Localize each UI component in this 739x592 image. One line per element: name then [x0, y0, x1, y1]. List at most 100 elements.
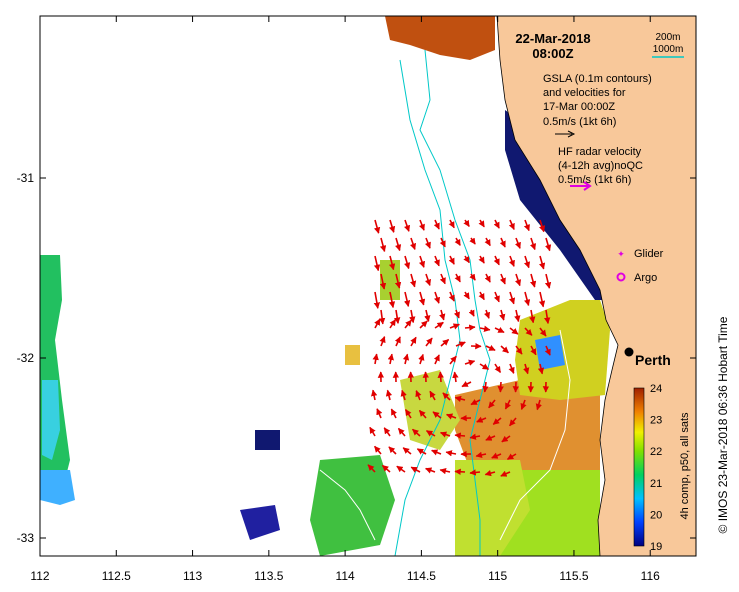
hf-radar-arrow — [485, 434, 496, 441]
city-label: Perth — [635, 352, 671, 368]
hf-radar-arrow — [449, 323, 460, 330]
hf-note-line-2: (4-12h avg)noQC — [558, 160, 643, 172]
colorbar-tick-label: 24 — [650, 383, 662, 395]
hf-radar-arrow — [439, 273, 446, 285]
colorbar-tick-label: 20 — [650, 509, 662, 521]
hf-radar-arrow — [439, 431, 451, 438]
hf-radar-arrow — [433, 291, 441, 304]
hf-radar-arrow — [520, 399, 527, 410]
hf-radar-arrow — [431, 449, 442, 456]
hf-radar-arrow — [469, 273, 476, 281]
hf-radar-arrow — [479, 363, 490, 370]
hf-radar-arrow — [500, 470, 511, 477]
hf-radar-arrow — [383, 427, 391, 437]
hf-radar-arrow — [440, 338, 450, 347]
hf-note-line-1: HF radar velocity — [558, 146, 642, 158]
hf-radar-arrow — [500, 345, 509, 354]
hf-radar-arrow — [415, 390, 422, 401]
hf-radar-arrow — [469, 433, 481, 440]
hf-radar-arrow — [538, 219, 546, 233]
hf-radar-arrow — [484, 237, 491, 247]
hf-radar-arrow — [389, 219, 396, 233]
hf-radar-arrow — [409, 237, 417, 250]
hf-radar-arrow — [539, 255, 546, 270]
hf-radar-arrow — [501, 435, 511, 443]
hf-radar-arrow — [433, 255, 440, 267]
hf-radar-arrow — [530, 273, 537, 288]
hf-radar-arrow — [509, 417, 517, 427]
hf-radar-arrow — [424, 273, 432, 286]
hf-radar-arrow — [367, 464, 376, 473]
hf-radar-arrow — [442, 392, 451, 401]
hf-radar-arrow — [499, 237, 506, 248]
gsla-note-line-1: GSLA (0.1m contours) — [543, 73, 652, 85]
hf-radar-arrow — [419, 320, 428, 329]
hf-radar-arrow — [434, 321, 444, 329]
hf-radar-arrow — [493, 291, 500, 303]
hf-radar-arrow — [403, 291, 411, 307]
hf-radar-arrow — [409, 309, 416, 324]
hf-radar-arrow — [463, 291, 470, 300]
hf-radar-arrow — [381, 464, 391, 473]
hf-radar-arrow — [374, 219, 381, 234]
hf-radar-arrow — [412, 428, 421, 437]
hf-radar-arrow — [493, 219, 500, 229]
hf-radar-arrow — [484, 470, 496, 477]
hf-radar-arrow — [484, 273, 491, 283]
hf-radar-arrow — [402, 447, 412, 455]
x-tick-label: 115.5 — [559, 569, 588, 583]
hf-radar-arrow — [433, 354, 440, 365]
hf-radar-arrow — [529, 237, 537, 251]
hf-radar-arrow — [448, 219, 455, 229]
hf-radar-arrow — [485, 344, 496, 351]
hf-radar-arrow — [475, 451, 487, 459]
hf-radar-arrow — [492, 417, 502, 425]
hf-radar-arrow — [504, 399, 511, 410]
hf-radar-arrow — [488, 399, 496, 409]
hf-radar-arrow — [379, 273, 387, 290]
hf-radar-arrow — [394, 309, 401, 324]
hf-radar-arrow — [397, 427, 406, 437]
hf-radar-arrow — [461, 381, 472, 388]
gsla-contours — [319, 329, 571, 541]
hf-radar-arrow — [418, 219, 425, 231]
gsla-note-line-4: 0.5m/s (1kt 6h) — [543, 116, 616, 128]
hf-radar-arrow — [389, 319, 397, 329]
hf-radar-arrow — [424, 237, 431, 249]
hf-radar-arrow — [379, 336, 386, 347]
hf-radar-arrow — [402, 353, 410, 365]
hf-radar-arrow — [388, 446, 397, 455]
colorbar — [633, 387, 645, 547]
hf-radar-arrow — [448, 291, 455, 302]
hf-radar-arrow — [469, 237, 476, 245]
hf-radar-arrow — [523, 363, 530, 375]
hf-radar-vectors — [367, 219, 552, 477]
map-date: 22-Mar-2018 — [515, 31, 590, 46]
hf-radar-arrow — [369, 426, 376, 437]
hf-radar-arrow — [539, 327, 547, 337]
hf-radar-arrow — [454, 237, 461, 246]
argo-icon — [616, 272, 626, 282]
hf-radar-arrow — [544, 273, 552, 289]
hf-radar-arrow — [432, 411, 442, 419]
hf-radar-arrow — [439, 467, 451, 475]
hf-radar-arrow — [439, 309, 446, 321]
hf-radar-arrow — [416, 448, 427, 455]
hf-radar-arrow — [464, 324, 476, 331]
hf-radar-arrow — [494, 363, 502, 373]
hf-radar-arrow — [454, 273, 461, 283]
hf-radar-arrow — [448, 255, 455, 265]
hf-radar-arrow — [515, 345, 523, 355]
hf-radar-arrow — [530, 345, 537, 356]
hf-radar-arrow — [538, 291, 546, 308]
glider-label: Glider — [634, 248, 664, 260]
hf-radar-arrow — [404, 255, 411, 270]
hf-radar-arrow — [433, 219, 440, 230]
hf-radar-arrow — [483, 309, 491, 319]
colorbar-tick-label: 22 — [650, 446, 662, 458]
hf-radar-arrow — [508, 219, 515, 230]
hf-radar-arrow — [524, 327, 533, 336]
y-tick-label: -32 — [17, 351, 35, 365]
hf-radar-arrow — [453, 309, 460, 319]
hf-radar-arrow — [373, 255, 381, 272]
